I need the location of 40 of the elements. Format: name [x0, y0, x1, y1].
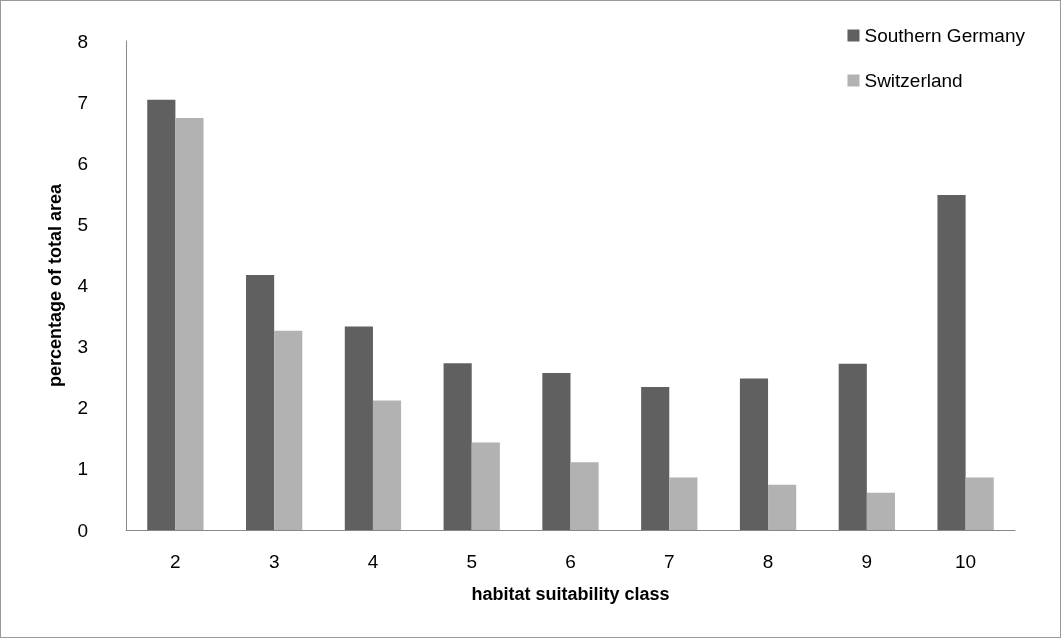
- x-tick-label: 3: [268, 551, 280, 572]
- x-tick-label: 8: [762, 551, 774, 572]
- x-tick-label: 7: [663, 551, 675, 572]
- bar: [866, 492, 895, 530]
- bar: [768, 484, 797, 530]
- bar: [175, 118, 204, 530]
- y-tick-label: 5: [77, 213, 88, 235]
- y-tick-label: 0: [77, 519, 88, 541]
- x-tick-label: 4: [367, 551, 379, 572]
- bar: [471, 442, 500, 530]
- legend-label: Southern Germany: [864, 25, 1026, 46]
- bar: [542, 372, 571, 530]
- x-tick-label: 5: [466, 551, 478, 572]
- bar: [246, 275, 275, 530]
- y-axis-title: percentage of total area: [45, 182, 65, 388]
- bar: [372, 400, 402, 530]
- bar: [641, 386, 670, 530]
- x-tick-label: 9: [861, 551, 873, 572]
- bar: [838, 363, 867, 530]
- bar: [344, 326, 373, 530]
- bar: [147, 99, 176, 530]
- legend-label: Switzerland: [864, 70, 963, 91]
- bar: [570, 462, 599, 530]
- x-axis-title: habitat suitability class: [471, 584, 670, 604]
- y-tick-label: 1: [77, 458, 88, 480]
- bar: [739, 378, 769, 530]
- bar: [274, 330, 303, 530]
- y-tick-label: 3: [77, 336, 88, 358]
- y-tick-label: 7: [77, 91, 88, 113]
- y-tick-label: 2: [77, 397, 88, 419]
- y-tick-label: 4: [77, 275, 89, 296]
- y-tick-label: 8: [77, 30, 88, 52]
- x-tick-label: 2: [170, 551, 181, 572]
- y-tick-label: 6: [77, 152, 88, 174]
- bar: [443, 363, 472, 530]
- x-tick-label: 6: [565, 551, 576, 572]
- bar: [669, 477, 698, 530]
- bar: [965, 477, 994, 530]
- bar: [937, 195, 966, 530]
- x-tick-label: 10: [955, 551, 977, 572]
